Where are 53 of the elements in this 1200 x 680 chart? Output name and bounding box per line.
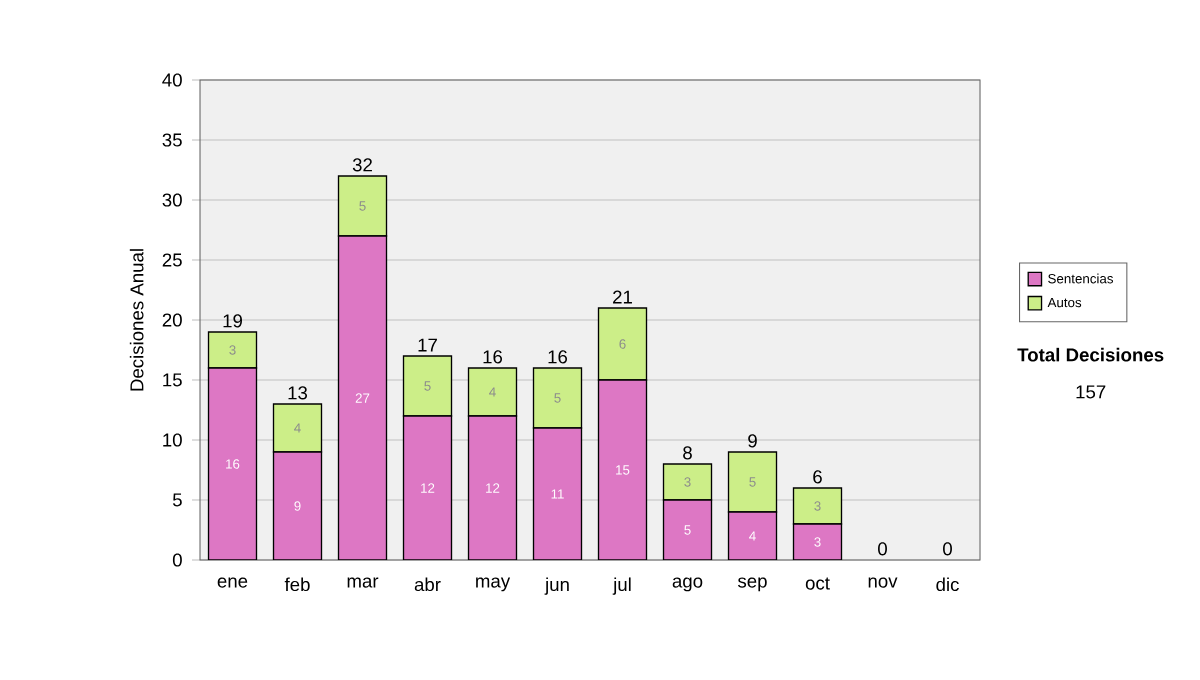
bar xyxy=(468,416,517,560)
x-tick-label: abr xyxy=(414,577,441,592)
x-tick-label: nov xyxy=(868,577,898,588)
x-tick-label: dic xyxy=(936,577,959,592)
total-label: 16 xyxy=(483,350,503,364)
total-label: 0 xyxy=(943,542,952,556)
bar xyxy=(533,428,582,560)
bar xyxy=(338,236,387,560)
y-tick-label: 40 xyxy=(162,73,182,87)
bar xyxy=(727,451,778,513)
total-label: 13 xyxy=(288,386,308,400)
y-tick-label: 5 xyxy=(172,493,182,507)
y-tick-label: 20 xyxy=(162,313,182,327)
bar xyxy=(598,380,647,560)
bar xyxy=(532,367,583,429)
bar xyxy=(662,463,713,501)
total-label: 6 xyxy=(813,470,822,484)
text: Total Decisiones xyxy=(1017,347,1164,362)
total-label: 8 xyxy=(683,446,692,460)
y-tick-label: 10 xyxy=(163,433,182,447)
x-tick-label: ago xyxy=(672,577,703,592)
total-label: 9 xyxy=(748,434,757,448)
x-tick-label: may xyxy=(476,577,511,592)
text: 157 xyxy=(1076,385,1106,399)
y-tick-label: 0 xyxy=(172,553,182,567)
x-tick-label: feb xyxy=(284,577,310,592)
bar xyxy=(467,367,518,417)
x-tick-label: jun xyxy=(544,577,569,595)
y-tick-label: 30 xyxy=(162,193,182,207)
y-tick-label: 35 xyxy=(162,133,182,147)
x-tick-label: jul xyxy=(612,577,631,595)
x-tick-label: sep xyxy=(737,577,767,592)
bar xyxy=(728,512,777,560)
y-tick-label: 15 xyxy=(163,373,182,387)
total-label: 17 xyxy=(418,338,437,352)
y-axis-title: Decisiones Anual xyxy=(129,249,144,391)
bar xyxy=(272,403,323,453)
bar xyxy=(208,368,257,560)
total-label: 32 xyxy=(352,158,372,172)
total-label: 21 xyxy=(613,290,632,304)
bar xyxy=(402,355,453,417)
bar xyxy=(792,523,843,560)
total-label: 0 xyxy=(878,542,887,556)
y-tick-label: 25 xyxy=(162,253,182,267)
bar xyxy=(403,416,452,560)
bar xyxy=(273,452,322,560)
x-tick-label: oct xyxy=(805,577,830,590)
x-tick-label: mar xyxy=(347,577,379,588)
bar xyxy=(663,500,712,560)
total-label: 19 xyxy=(223,314,242,328)
bar xyxy=(597,307,648,381)
total-label: 16 xyxy=(548,350,568,364)
x-tick-label: ene xyxy=(217,577,248,588)
